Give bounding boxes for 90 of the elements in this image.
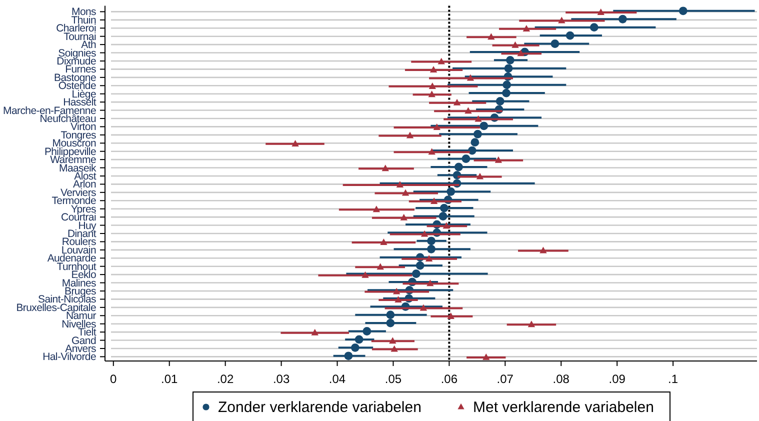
point	[438, 212, 448, 220]
point	[517, 50, 524, 56]
x-tick-label: .01	[161, 372, 178, 386]
point	[566, 31, 574, 40]
point	[372, 206, 380, 212]
point	[428, 82, 436, 89]
point	[558, 16, 566, 24]
x-tick-label: .05	[384, 372, 402, 386]
point	[420, 304, 428, 311]
point	[480, 122, 488, 130]
point	[406, 132, 414, 138]
y-tick-label: Bastogne	[54, 72, 96, 84]
y-tick-label: Hal-Vilvorde	[42, 351, 96, 364]
point	[462, 154, 470, 163]
point	[440, 204, 448, 212]
point	[442, 222, 450, 229]
point	[454, 162, 463, 172]
point	[528, 320, 536, 328]
x-tick-label: .03	[272, 372, 290, 386]
point	[433, 124, 440, 130]
y-tick-label: Ypres	[70, 203, 96, 216]
point	[512, 41, 519, 48]
x-tick-label: .06	[440, 372, 458, 386]
point	[522, 24, 530, 32]
point	[550, 40, 560, 48]
point	[427, 244, 436, 254]
point	[488, 33, 495, 40]
point	[427, 236, 436, 246]
point	[386, 310, 395, 320]
point	[394, 296, 402, 303]
point	[468, 146, 476, 155]
point	[344, 352, 353, 360]
y-tick-label: Hasselt	[63, 96, 96, 109]
point	[380, 238, 388, 246]
point	[618, 14, 627, 24]
point	[390, 345, 398, 352]
point	[382, 164, 389, 172]
point	[362, 327, 372, 336]
x-tick-label: .08	[552, 372, 570, 386]
point	[447, 312, 454, 319]
point	[474, 115, 482, 122]
point	[678, 6, 688, 16]
point	[426, 280, 434, 286]
point	[504, 64, 513, 73]
x-tick-label: .1	[668, 372, 678, 386]
point	[402, 189, 410, 196]
point	[597, 8, 604, 16]
point	[354, 335, 364, 344]
point	[466, 74, 474, 81]
legend-label: Met verklarende variabelen	[473, 399, 654, 416]
point	[428, 148, 436, 155]
x-tick-label: .02	[216, 372, 234, 386]
point	[446, 187, 456, 196]
point	[362, 271, 369, 278]
point	[420, 230, 428, 237]
point	[425, 254, 433, 262]
point	[389, 337, 396, 344]
point	[590, 23, 598, 32]
point	[496, 97, 504, 106]
point	[540, 246, 547, 254]
x-tick-label: .04	[328, 372, 346, 386]
point	[474, 130, 482, 138]
y-tick-label: Huy	[78, 220, 98, 232]
point	[428, 90, 436, 98]
x-tick-label: 0	[110, 372, 118, 386]
point	[292, 140, 299, 146]
point	[412, 270, 420, 278]
point	[430, 197, 438, 204]
point	[506, 56, 514, 64]
point	[350, 343, 360, 352]
point	[502, 80, 512, 90]
legend-label: Zonder verklarende variabelen	[218, 399, 422, 416]
point	[494, 156, 502, 163]
point	[386, 318, 395, 328]
point	[396, 181, 404, 188]
point	[464, 107, 472, 114]
point	[453, 98, 461, 106]
point	[502, 88, 510, 98]
point	[392, 288, 400, 294]
point	[438, 58, 445, 64]
point	[476, 172, 484, 180]
point	[400, 214, 408, 220]
point	[430, 66, 438, 73]
x-tick-label: .09	[608, 372, 626, 386]
point	[482, 354, 490, 360]
point	[311, 328, 318, 336]
point	[416, 261, 424, 270]
point	[470, 138, 480, 147]
point	[376, 263, 384, 270]
x-tick-label: .07	[496, 372, 514, 386]
